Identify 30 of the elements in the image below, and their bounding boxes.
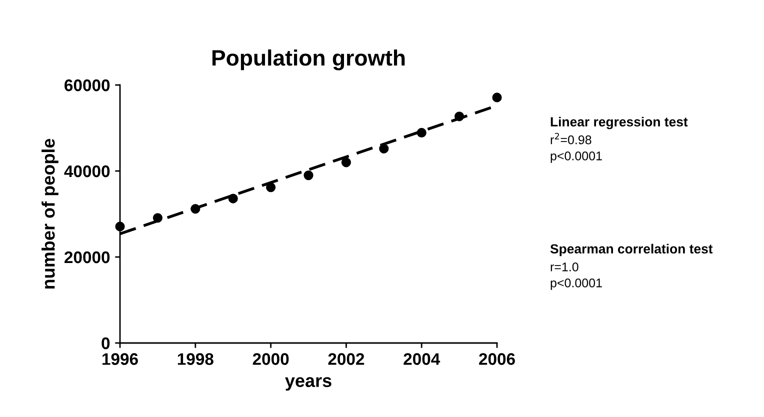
point — [304, 170, 314, 180]
text: r=1.0 — [550, 262, 578, 272]
x-tick-label: 2006 — [479, 353, 515, 365]
point — [416, 128, 426, 138]
text: r$^{2}$=0.98 — [550, 132, 592, 144]
x-tick-label: 2004 — [404, 353, 440, 365]
text: Linear regression test — [550, 116, 688, 130]
x-tick-label: 1996 — [102, 353, 138, 365]
x-tick-label: 1998 — [178, 353, 214, 365]
point — [379, 144, 389, 154]
text: p<0.0001 — [550, 152, 602, 163]
text: Spearman correlation test — [550, 244, 713, 256]
x-tick-label: 2002 — [328, 353, 364, 365]
point — [152, 213, 163, 223]
y-tick-label: 40000 — [64, 165, 110, 178]
x-tick-label: 2000 — [252, 353, 289, 365]
chart-title: Population growth — [212, 49, 405, 70]
point — [228, 194, 238, 204]
y-tick-label: 60000 — [64, 79, 110, 92]
y-tick-label: 0 — [102, 337, 110, 350]
y-axis-title: number of people — [42, 138, 58, 289]
point — [190, 204, 200, 214]
point — [115, 222, 125, 232]
x-axis-title: years — [285, 377, 332, 391]
text: p<0.0001 — [550, 278, 602, 290]
point — [492, 92, 502, 102]
y-tick-label: 20000 — [64, 251, 110, 264]
point — [341, 158, 352, 168]
point — [266, 182, 276, 192]
point — [454, 112, 464, 122]
